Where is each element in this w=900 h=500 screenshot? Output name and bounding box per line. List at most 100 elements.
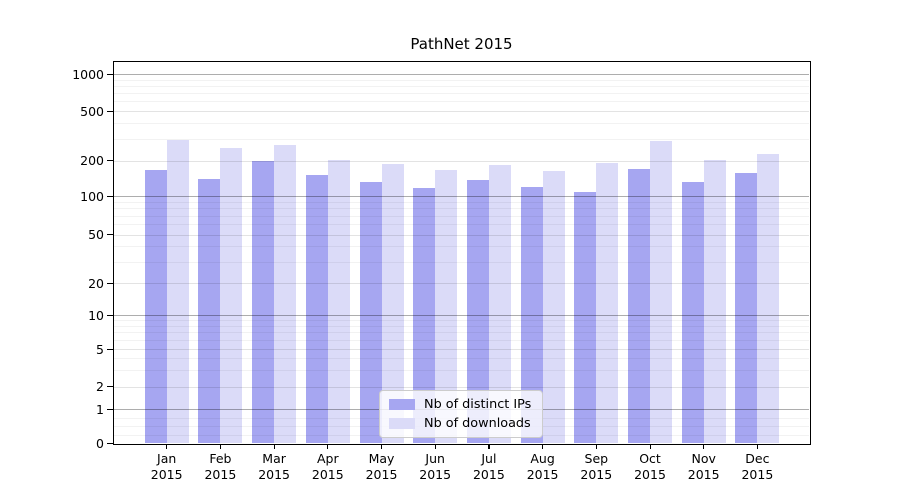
legend-swatch-downloads bbox=[389, 418, 415, 429]
y-axis-tick-label: 10 bbox=[88, 307, 104, 323]
gridline-minor bbox=[114, 123, 809, 125]
bar-downloads bbox=[650, 140, 672, 444]
y-tick-mark bbox=[107, 195, 113, 197]
x-tick-mark bbox=[703, 444, 705, 449]
y-tick-mark bbox=[107, 348, 113, 350]
y-axis-tick-label: 50 bbox=[88, 227, 104, 242]
gridline-decade bbox=[114, 315, 809, 316]
bar-distinct-ips bbox=[628, 169, 650, 444]
gridline-major bbox=[114, 349, 809, 350]
gridline-minor bbox=[114, 224, 809, 226]
x-tick-mark bbox=[327, 444, 329, 449]
bar-downloads bbox=[274, 145, 297, 444]
x-tick-mark bbox=[219, 444, 222, 449]
y-axis-tick-label: 5 bbox=[96, 341, 104, 357]
x-tick-mark bbox=[273, 444, 275, 449]
x-tick-mark bbox=[381, 444, 383, 449]
x-axis-tick-label: Nov 2015 bbox=[687, 451, 720, 482]
bar-distinct-ips bbox=[466, 179, 489, 444]
y-tick-mark bbox=[107, 282, 113, 284]
gridline-major bbox=[114, 386, 809, 388]
y-tick-mark bbox=[107, 110, 113, 112]
gridline-minor bbox=[114, 208, 809, 210]
gridline-minor bbox=[114, 320, 809, 322]
x-axis-tick-label: Jan 2015 bbox=[150, 451, 183, 482]
gridline-minor bbox=[114, 85, 809, 87]
gridline-minor bbox=[114, 358, 809, 360]
y-axis-tick-label: 1 bbox=[96, 401, 104, 417]
y-tick-mark bbox=[107, 386, 113, 388]
gridline-minor bbox=[114, 325, 809, 327]
bar-distinct-ips bbox=[574, 191, 597, 444]
legend-item-downloads: Nb of downloads bbox=[389, 416, 531, 431]
x-tick-mark bbox=[756, 444, 759, 449]
bar-distinct-ips bbox=[305, 174, 328, 444]
bar-downloads bbox=[488, 164, 511, 444]
legend-label-downloads: Nb of downloads bbox=[424, 416, 531, 431]
gridline-minor bbox=[114, 261, 809, 263]
y-axis-tick-label: 500 bbox=[80, 103, 104, 119]
bar-distinct-ips bbox=[520, 186, 543, 444]
bar-downloads bbox=[542, 170, 565, 444]
y-tick-mark bbox=[107, 73, 113, 75]
gridline-minor bbox=[114, 370, 809, 372]
x-tick-mark bbox=[542, 444, 544, 449]
bar-downloads bbox=[757, 154, 780, 444]
y-axis-tick-label: 200 bbox=[80, 153, 104, 168]
gridline-major bbox=[114, 160, 809, 162]
gridline-minor bbox=[114, 201, 809, 203]
y-axis-tick-label: 0 bbox=[96, 435, 104, 451]
bar-downloads bbox=[381, 164, 404, 444]
x-axis-tick-label: Dec 2015 bbox=[741, 451, 774, 482]
bar-distinct-ips bbox=[735, 173, 758, 444]
bar-distinct-ips bbox=[252, 161, 275, 444]
gridline-minor bbox=[114, 246, 809, 248]
y-axis-tick-label: 1000 bbox=[72, 66, 104, 82]
gridline-minor bbox=[114, 340, 809, 342]
gridline-minor bbox=[114, 332, 809, 334]
legend: Nb of distinct IPs Nb of downloads bbox=[379, 390, 544, 438]
y-tick-mark bbox=[107, 160, 113, 162]
bar-downloads bbox=[596, 162, 619, 444]
x-tick-mark bbox=[166, 444, 168, 449]
bar-distinct-ips bbox=[198, 179, 221, 444]
x-axis-tick-label: Sep 2015 bbox=[580, 451, 613, 482]
bar-distinct-ips bbox=[413, 187, 436, 444]
gridline-decade bbox=[114, 196, 809, 197]
bar-downloads bbox=[435, 170, 458, 444]
x-axis-tick-label: May 2015 bbox=[365, 451, 398, 482]
x-axis-tick-label: Oct 2015 bbox=[634, 451, 666, 482]
bar-distinct-ips bbox=[681, 182, 704, 444]
x-axis-tick-label: Mar 2015 bbox=[258, 451, 290, 482]
x-tick-mark bbox=[649, 444, 651, 449]
x-axis-tick-label: Jun 2015 bbox=[419, 451, 452, 482]
y-tick-mark bbox=[107, 442, 113, 444]
bar-downloads bbox=[327, 159, 350, 444]
bar-downloads bbox=[220, 148, 243, 444]
y-tick-mark bbox=[107, 234, 113, 236]
y-tick-mark bbox=[107, 408, 113, 410]
gridline-minor bbox=[114, 93, 809, 95]
x-tick-mark bbox=[434, 444, 436, 449]
y-tick-mark bbox=[107, 314, 113, 316]
bar-distinct-ips bbox=[144, 170, 167, 444]
gridline-minor bbox=[114, 215, 809, 217]
y-axis-tick-label: 2 bbox=[96, 379, 104, 395]
legend-item-distinct-ips: Nb of distinct IPs bbox=[389, 397, 531, 412]
legend-label-distinct-ips: Nb of distinct IPs bbox=[424, 397, 532, 412]
chart-title: PathNet 2015 bbox=[410, 35, 513, 53]
gridline-minor bbox=[114, 138, 809, 140]
x-tick-mark bbox=[595, 444, 597, 449]
gridline-minor bbox=[114, 101, 809, 103]
x-axis-tick-label: Apr 2015 bbox=[311, 451, 344, 482]
gridline-major bbox=[114, 111, 809, 112]
gridline-major bbox=[114, 283, 809, 284]
x-axis-tick-label: Jul 2015 bbox=[472, 451, 505, 482]
legend-swatch-distinct-ips bbox=[389, 399, 415, 410]
gridline-minor bbox=[114, 79, 809, 81]
bar-downloads bbox=[166, 140, 189, 444]
y-axis-tick-label: 20 bbox=[88, 275, 104, 291]
x-axis-tick-label: Feb 2015 bbox=[204, 451, 237, 482]
